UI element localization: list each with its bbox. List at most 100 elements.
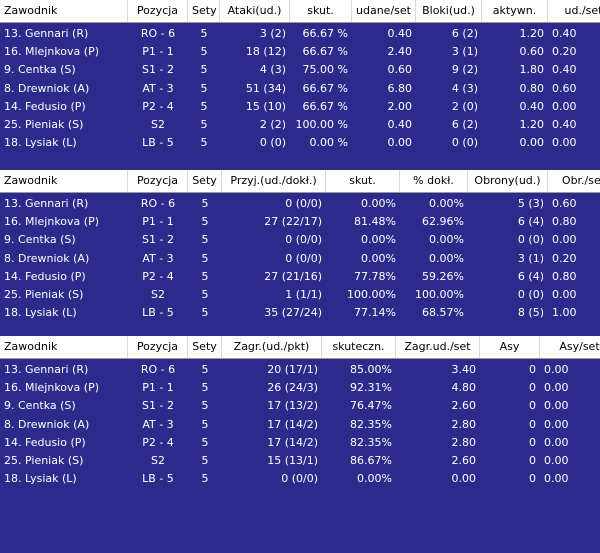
table-cell: 26 (24/3): [267, 381, 318, 395]
table-cell: 92.31%: [350, 381, 392, 395]
table-cell: 0.00: [387, 136, 413, 150]
table-cell: 8. Drewniok (A): [4, 417, 90, 431]
table-cell: 9. Centka (S): [4, 399, 76, 413]
column-header: Zagr.(ud./pkt): [222, 336, 322, 358]
table-cell: 82.35%: [350, 435, 392, 449]
table-cell: 14. Fedusio (P): [4, 269, 86, 283]
table-cell: 25. Pieniak (S): [4, 454, 84, 467]
header-row: [0, 336, 600, 359]
table-cell: 0.60: [519, 45, 545, 59]
column-header: Sety: [188, 0, 220, 22]
table-cell: 66.67 %: [302, 27, 348, 40]
table-cell: P1 - 1: [142, 45, 174, 59]
table-cell: 5 (3): [517, 197, 544, 210]
table-cell: 5: [200, 118, 208, 131]
table-cell: 5: [200, 136, 208, 150]
table-cell: 76.47%: [350, 399, 392, 413]
table-cell: 0.00: [544, 472, 569, 486]
column-header: skut.: [290, 0, 352, 22]
table-cell: 0 (0): [259, 136, 286, 150]
table-cell: 16. Mlejnkova (P): [4, 45, 100, 59]
table-cell: 0: [529, 399, 536, 413]
table-cell: 35 (27/24): [264, 306, 322, 320]
table-cell: 75.00 %: [302, 63, 348, 77]
table-cell: 0.40: [387, 118, 413, 131]
table-cell: 5: [201, 472, 209, 486]
table-cell: 66.67 %: [302, 45, 348, 59]
table-cell: 5: [201, 197, 209, 210]
table-cell: 6.80: [387, 81, 413, 95]
table-cell: 0.00: [552, 288, 577, 301]
column-header: Zagr.ud./set: [396, 336, 480, 358]
table-cell: 15 (13/1): [267, 454, 318, 467]
table-cell: 0.00: [544, 381, 569, 395]
table-cell: P1 - 1: [142, 215, 174, 229]
column-header: Przyj.(ud./dokł.): [222, 170, 326, 192]
table-cell: 0 (0/0): [285, 197, 322, 210]
table-cell: 5: [200, 27, 208, 40]
table-cell: 0.00%: [361, 233, 396, 247]
table-cell: 1.20: [519, 27, 545, 40]
table-cell: 0.00%: [357, 472, 392, 486]
table-cell: S2: [151, 288, 165, 301]
column-header: aktywn.: [482, 0, 548, 22]
table-cell: P2 - 4: [142, 435, 174, 449]
table-cell: 0.00: [552, 99, 577, 113]
table-cell: 2 (0): [451, 99, 478, 113]
table-cell: 66.67 %: [302, 81, 348, 95]
table-cell: 1 (1/1): [285, 288, 322, 301]
table-cell: 1.20: [519, 118, 545, 131]
table-cell: 0.60: [552, 197, 577, 210]
table-cell: 27 (22/17): [264, 215, 322, 229]
column-header: Asy: [480, 336, 540, 358]
table-cell: 2.40: [387, 45, 413, 59]
table-cell: 2.80: [451, 417, 477, 431]
table-cell: 8 (5): [517, 306, 544, 320]
table-cell: 5: [201, 215, 209, 229]
table-cell: 25. Pieniak (S): [4, 118, 84, 131]
table-cell: 5: [201, 251, 209, 265]
table-cell: 0.40: [552, 27, 577, 40]
table-cell: 77.14%: [354, 306, 396, 320]
table-cell: LB - 5: [142, 136, 174, 150]
table-cell: 0 (0): [517, 288, 544, 301]
table-cell: 77.78%: [354, 269, 396, 283]
table-cell: 4 (3): [259, 63, 286, 77]
table-cell: 18. Lysiak (L): [4, 306, 77, 320]
table-cell: 5: [201, 399, 209, 413]
table-cell: 0.00%: [361, 197, 396, 210]
table-cell: P2 - 4: [142, 99, 174, 113]
column-header: Pozycja: [128, 336, 188, 358]
table-cell: 51 (34): [245, 81, 286, 95]
table-cell: 17 (13/2): [267, 399, 318, 413]
table-cell: 16. Mlejnkova (P): [4, 381, 100, 395]
table-cell: 0.60: [387, 63, 413, 77]
table-cell: 5: [201, 269, 209, 283]
table-cell: RO - 6: [140, 27, 176, 40]
table-cell: 0.00: [552, 136, 577, 150]
table-cell: 81.48%: [354, 215, 396, 229]
table-cell: 5: [200, 99, 208, 113]
column-header: Asy/set: [540, 336, 600, 358]
column-header: skuteczn.: [322, 336, 396, 358]
column-header: % dokł.: [400, 170, 468, 192]
table-cell: 18. Lysiak (L): [4, 136, 77, 150]
table-cell: 0.00: [544, 417, 569, 431]
table-cell: 66.67 %: [302, 99, 348, 113]
table-cell: 0 (0/0): [285, 233, 322, 247]
table-cell: 15 (10): [245, 99, 286, 113]
table-cell: S1 - 2: [142, 399, 174, 413]
table-cell: 9 (2): [451, 63, 478, 77]
table-cell: 0.80: [552, 215, 577, 229]
table-cell: 2 (2): [259, 118, 286, 131]
column-header: Obr./set: [548, 170, 600, 192]
table-cell: 0.20: [552, 45, 577, 59]
table-cell: 8. Drewniok (A): [4, 251, 90, 265]
table-cell: 3 (1): [451, 45, 478, 59]
table-cell: 82.35%: [350, 417, 392, 431]
table-cell: 5: [201, 233, 209, 247]
table-cell: 5: [201, 435, 209, 449]
table-cell: 0.00%: [429, 233, 464, 247]
table-cell: 0.00 %: [309, 136, 348, 150]
table-cell: 8. Drewniok (A): [4, 81, 90, 95]
